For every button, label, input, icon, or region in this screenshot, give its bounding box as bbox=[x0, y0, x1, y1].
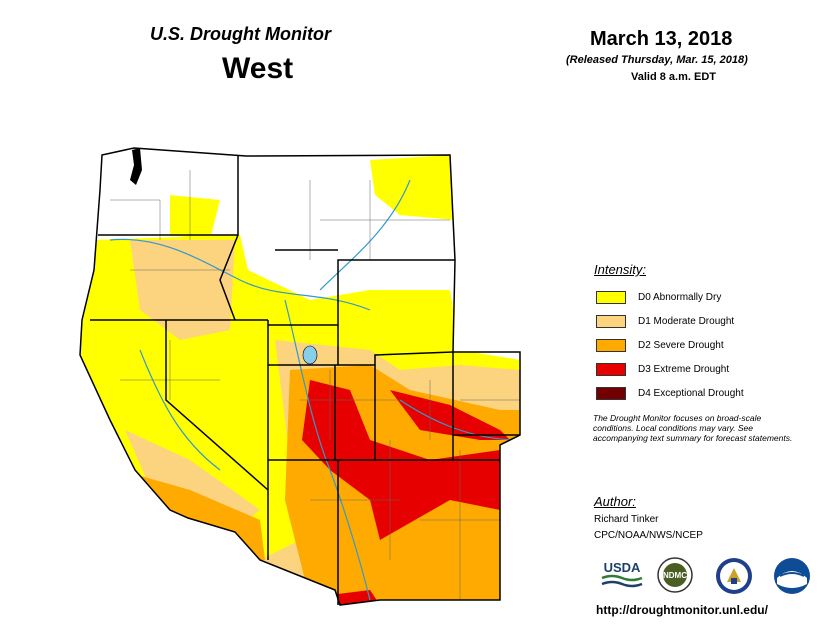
valid-time: Valid 8 a.m. EDT bbox=[631, 71, 716, 83]
legend-item-d4: D4 Exceptional Drought bbox=[596, 386, 744, 400]
usda-logo-text: USDA bbox=[604, 560, 641, 575]
commerce-seal-logo[interactable] bbox=[714, 556, 754, 596]
author-name: Richard Tinker bbox=[594, 514, 659, 525]
author-heading: Author: bbox=[594, 494, 636, 509]
legend-title: Intensity: bbox=[594, 262, 647, 277]
legend-swatch bbox=[596, 290, 626, 304]
legend-item-d0: D0 Abnormally Dry bbox=[596, 290, 721, 304]
region-title: West bbox=[222, 52, 294, 85]
d0-area-montana bbox=[370, 155, 455, 220]
ndmc-logo-text: NDMC bbox=[663, 571, 687, 580]
legend-swatch bbox=[596, 362, 626, 376]
legend-label: D4 Exceptional Drought bbox=[638, 387, 744, 399]
river bbox=[284, 299, 371, 601]
noaa-logo[interactable] bbox=[772, 556, 812, 596]
legend-swatch bbox=[596, 386, 626, 400]
author-org: CPC/NOAA/NWS/NCEP bbox=[594, 530, 703, 541]
legend-label: D0 Abnormally Dry bbox=[638, 291, 722, 303]
legend-item-d1: D1 Moderate Drought bbox=[596, 314, 734, 328]
usda-logo[interactable]: USDA bbox=[600, 556, 644, 592]
legend-label: D1 Moderate Drought bbox=[638, 315, 735, 327]
d0-area-north bbox=[170, 195, 220, 240]
legend-label: D3 Extreme Drought bbox=[638, 363, 730, 375]
river bbox=[109, 238, 371, 311]
d1-area bbox=[130, 240, 235, 340]
drought-map bbox=[79, 147, 521, 606]
source-url-link[interactable]: http://droughtmonitor.unl.edu/ bbox=[596, 603, 768, 617]
great-salt-lake bbox=[302, 345, 318, 365]
map-date: March 13, 2018 bbox=[590, 28, 733, 50]
map-title: U.S. Drought Monitor bbox=[150, 24, 331, 44]
river bbox=[139, 349, 221, 471]
legend-swatch bbox=[596, 338, 626, 352]
county-borders bbox=[110, 170, 520, 600]
d3-area-utah bbox=[390, 390, 510, 440]
ndmc-logo[interactable]: NDMC bbox=[656, 556, 694, 594]
puget-sound bbox=[130, 148, 142, 185]
legend-label: D2 Severe Drought bbox=[638, 339, 724, 351]
legend-swatch bbox=[596, 314, 626, 328]
legend-item-d3: D3 Extreme Drought bbox=[596, 362, 729, 376]
disclaimer-note: The Drought Monitor focuses on broad-sca… bbox=[593, 413, 793, 443]
river bbox=[319, 179, 411, 291]
release-date: (Released Thursday, Mar. 15, 2018) bbox=[566, 54, 748, 66]
legend-item-d2: D2 Severe Drought bbox=[596, 338, 724, 352]
state-borders bbox=[79, 147, 521, 606]
